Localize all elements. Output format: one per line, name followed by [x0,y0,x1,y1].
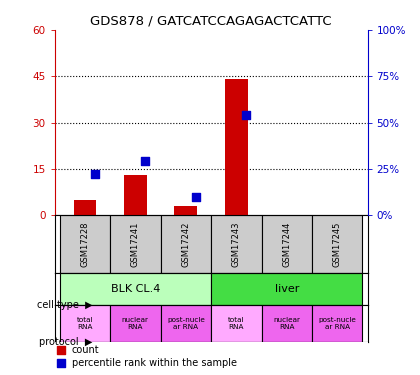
Bar [160,215,211,273]
Bar [225,80,248,215]
Bar [312,215,362,273]
Point [243,112,250,118]
Bar [160,305,211,342]
Bar [74,200,96,215]
Point [58,347,64,353]
Point [192,194,199,200]
Text: nuclear
RNA: nuclear RNA [122,317,149,330]
Bar [110,305,160,342]
Text: total
RNA: total RNA [228,317,244,330]
Point [58,360,64,366]
Text: BLK CL.4: BLK CL.4 [110,284,160,294]
Bar [211,215,262,273]
Text: GSM17228: GSM17228 [80,221,89,267]
Text: post-nucle
ar RNA: post-nucle ar RNA [167,317,205,330]
Bar [110,215,160,273]
Text: protocol  ▶: protocol ▶ [39,338,92,347]
Bar [211,273,362,305]
Text: GSM17244: GSM17244 [282,221,291,267]
Text: GSM17245: GSM17245 [333,221,342,267]
Text: total
RNA: total RNA [76,317,93,330]
Text: GSM17241: GSM17241 [131,221,140,267]
Bar [211,305,262,342]
Text: GSM17243: GSM17243 [232,221,241,267]
Bar [262,215,312,273]
Point [142,158,149,164]
Text: cell type  ▶: cell type ▶ [37,300,92,310]
Bar [60,273,211,305]
Bar [60,215,110,273]
Text: count: count [72,345,100,355]
Title: GDS878 / GATCATCCAGAGACTCATTC: GDS878 / GATCATCCAGAGACTCATTC [90,15,332,27]
Bar [312,305,362,342]
Bar [124,175,147,215]
Text: percentile rank within the sample: percentile rank within the sample [72,358,237,368]
Text: liver: liver [275,284,299,294]
Text: post-nucle
ar RNA: post-nucle ar RNA [318,317,356,330]
Text: nuclear
RNA: nuclear RNA [273,317,300,330]
Bar [262,305,312,342]
Bar [60,305,110,342]
Point [92,171,98,177]
Bar [174,206,197,215]
Text: GSM17242: GSM17242 [181,221,190,267]
